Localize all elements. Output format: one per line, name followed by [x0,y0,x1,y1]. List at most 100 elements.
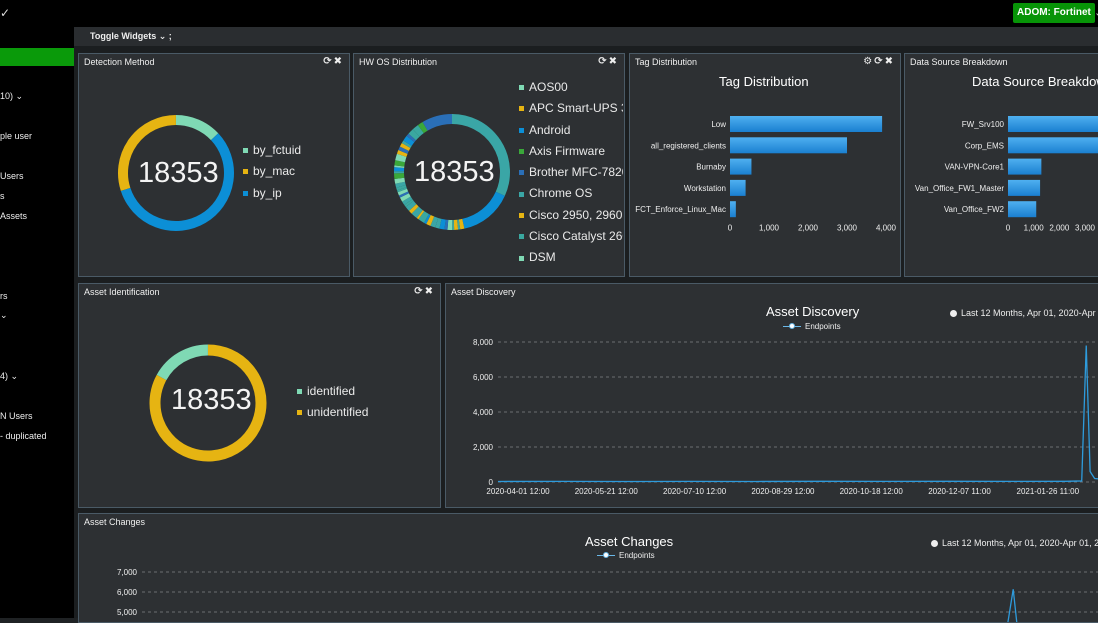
bar[interactable] [730,180,746,196]
more-icon[interactable]: ⌄ [1094,6,1098,19]
legend-item[interactable]: by_fctuid [243,140,301,161]
donut-slice[interactable] [428,219,432,221]
toggle-widgets-button[interactable]: Toggle Widgets ⌄ ; [90,31,172,42]
legend-label: DSM [529,247,556,268]
sidebar-item[interactable]: ple user [0,131,32,141]
legend-item[interactable]: Cisco Catalyst 260 [519,226,623,247]
donut-slice[interactable] [400,183,401,187]
legend-item[interactable]: Chrome OS [519,183,623,204]
donut-slice[interactable] [406,199,408,202]
sidebar-item[interactable]: Users [0,171,24,181]
sidebar-active-item[interactable] [0,48,74,66]
legend-item[interactable]: unidentified [297,402,368,423]
donut-slice[interactable] [426,218,428,219]
legend-item[interactable]: by_ip [243,183,301,204]
x-tick-label: 2,000 [1049,224,1070,233]
x-tick-label: 2020-04-01 12:00 [486,487,550,496]
donut-slice[interactable] [408,202,409,204]
donut-slice[interactable] [406,143,407,145]
y-tick-label: 6,000 [473,373,494,382]
donut-slice[interactable] [402,152,403,155]
donut-slice[interactable] [421,126,425,129]
legend-label: Android [529,120,570,141]
donut-slice[interactable] [403,149,404,152]
y-tick-label: 0 [489,478,494,487]
bar[interactable] [730,116,882,132]
legend-label: Cisco 2950, 2960, [529,205,623,226]
donut-slice[interactable] [432,221,436,223]
legend-label: by_ip [253,183,282,204]
legend-item[interactable]: DSM [519,247,623,268]
donut-slice[interactable] [425,119,452,126]
donut-slice[interactable] [413,208,415,211]
donut-slice[interactable] [401,186,402,188]
legend-label: unidentified [307,402,368,423]
bar[interactable] [1008,116,1098,132]
donut-slice[interactable] [404,195,406,199]
donut-slice[interactable] [440,224,445,225]
widget-toolbar: Toggle Widgets ⌄ ; [74,27,1098,46]
sidebar-item[interactable]: N Users [0,411,33,421]
legend-item[interactable]: identified [297,381,368,402]
bar-category-label: FW_Srv100 [962,120,1005,129]
donut-slice[interactable] [416,129,421,133]
sidebar-item[interactable]: rs [0,291,8,301]
bar[interactable] [1008,180,1040,196]
bar[interactable] [1008,201,1036,217]
donut-slice[interactable] [460,224,464,225]
bar[interactable] [730,137,847,153]
donut-slice[interactable] [400,155,402,161]
bar-category-label: FCT_Enforce_Linux_Mac [635,205,726,214]
legend-swatch [519,85,524,90]
donut-slice[interactable] [399,178,400,182]
chevron-down-icon[interactable]: ✓ [0,6,10,20]
donut-slice[interactable] [402,189,403,191]
sidebar-item[interactable]: Assets [0,211,27,221]
donut-slice[interactable] [421,215,426,218]
donut-slice[interactable] [404,193,405,195]
donut-slice[interactable] [399,161,400,166]
sidebar-item[interactable]: 4) ⌄ [0,371,18,382]
donut-slice[interactable] [402,191,403,194]
legend-item[interactable]: APC Smart-UPS 30 [519,98,623,119]
sidebar-item[interactable]: s [0,191,5,201]
series-line[interactable] [498,346,1098,482]
sidebar-item[interactable]: ⌄ [0,310,8,321]
legend-item[interactable]: by_mac [243,161,301,182]
donut-slice[interactable] [176,120,215,137]
legend-item[interactable]: Brother MFC-7820 [519,162,623,183]
widget-asset-changes: Asset Changes Asset Changes Endpoints La… [78,513,1098,623]
x-tick-label: 2020-08-29 12:00 [751,487,815,496]
donut-slice[interactable] [408,139,411,143]
legend-item[interactable]: AOS00 [519,77,623,98]
legend-label: APC Smart-UPS 30 [529,98,623,119]
bar[interactable] [1008,159,1041,175]
legend-swatch [519,128,524,133]
donut-slice[interactable] [410,137,412,139]
adom-badge[interactable]: ADOM: Fortinet [1013,3,1095,23]
identification-donut [79,284,441,508]
bar[interactable] [730,201,736,217]
sidebar-item[interactable]: - duplicated [0,431,47,441]
widget-asset-discovery: Asset Discovery Asset Discovery Endpoint… [445,283,1098,508]
donut-slice[interactable] [420,214,422,215]
bar[interactable] [730,159,751,175]
donut-slice[interactable] [437,223,441,224]
legend-swatch [519,149,524,154]
donut-slice[interactable] [463,194,500,224]
sidebar-item[interactable]: 10) ⌄ [0,91,23,102]
legend-item[interactable]: Cisco 2950, 2960, [519,205,623,226]
legend-item[interactable]: Android [519,120,623,141]
donut-slice[interactable] [412,133,416,137]
donut-slice[interactable] [410,204,413,208]
donut-slice[interactable] [415,210,420,214]
legend-swatch [519,213,524,218]
legend-item[interactable]: Axis Firmware [519,141,623,162]
donut-slice[interactable] [404,145,406,148]
top-bar: ✓ ADOM: Fortinet ⌄ [0,0,1098,27]
bar[interactable] [1008,137,1098,153]
donut-slice[interactable] [162,350,208,377]
legend-label: Brother MFC-7820 [529,162,623,183]
